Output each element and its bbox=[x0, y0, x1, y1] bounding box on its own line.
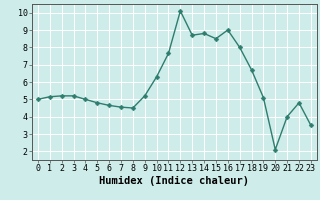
X-axis label: Humidex (Indice chaleur): Humidex (Indice chaleur) bbox=[100, 176, 249, 186]
